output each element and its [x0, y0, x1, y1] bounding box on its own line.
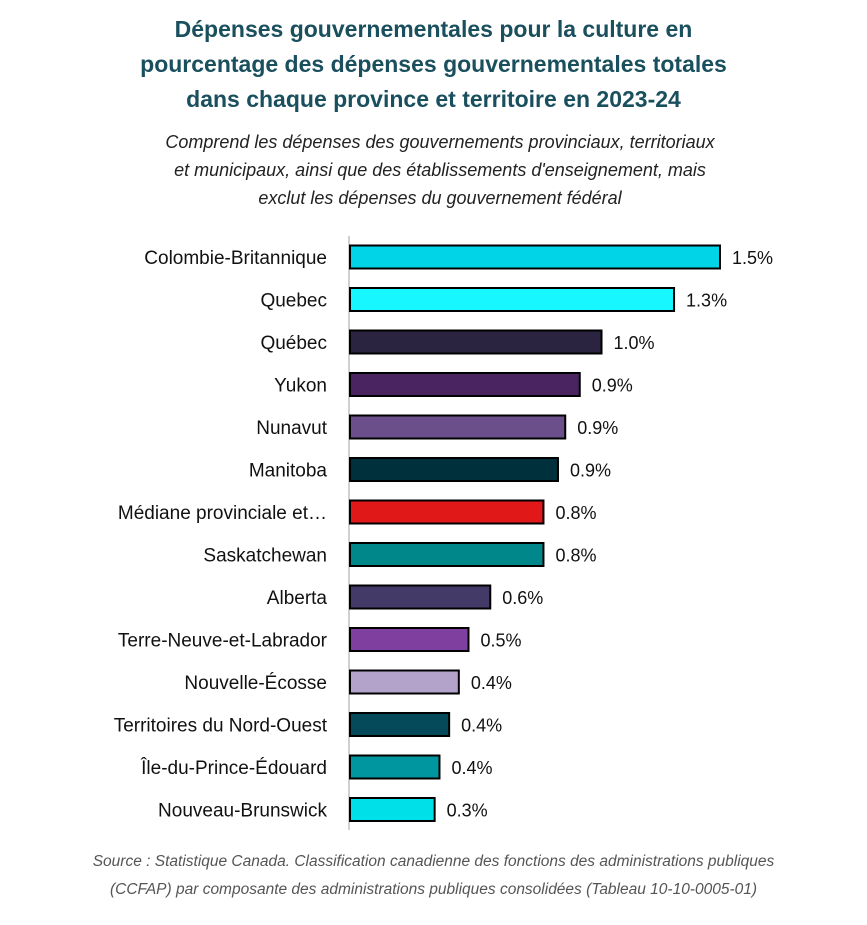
data-label: 0.4% — [451, 758, 492, 778]
chart-subtitle-line: exclut les dépenses du gouvernement fédé… — [258, 188, 622, 208]
chart-title-line: pourcentage des dépenses gouvernementale… — [140, 51, 727, 77]
data-label: 1.3% — [686, 291, 727, 311]
bar — [349, 287, 676, 312]
data-label: 0.6% — [502, 588, 543, 608]
source-line: Source : Statistique Canada. Classificat… — [92, 853, 775, 870]
chart-title: Dépenses gouvernementales pour la cultur… — [40, 12, 827, 117]
chart-subtitle: Comprend les dépenses des gouvernements … — [60, 128, 820, 212]
chart-subtitle-line: Comprend les dépenses des gouvernements … — [165, 132, 715, 152]
bar — [349, 712, 451, 737]
chart-subtitle-line: et municipaux, ainsi que des établisseme… — [174, 160, 706, 180]
bar — [349, 244, 721, 270]
bar — [349, 627, 470, 652]
data-label: 0.9% — [570, 461, 611, 481]
bar — [349, 669, 460, 695]
category-label: Nouveau-Brunswick — [158, 801, 327, 822]
source-note: Source : Statistique Canada. Classificat… — [0, 848, 867, 904]
chart-title-line: Dépenses gouvernementales pour la cultur… — [174, 16, 693, 42]
chart-title-line: dans chaque province et territoire en 20… — [186, 86, 681, 112]
data-label: 0.9% — [577, 418, 618, 438]
data-label: 0.8% — [555, 503, 596, 523]
category-label: Nouvelle-Écosse — [184, 673, 327, 694]
bar — [349, 584, 492, 610]
data-label: 1.0% — [614, 333, 655, 353]
source-line: (CCFAP) par composante des administratio… — [109, 881, 758, 898]
bar — [349, 797, 436, 822]
category-label: Médiane provinciale et… — [118, 503, 327, 524]
category-label: Quebec — [260, 291, 327, 312]
category-label: Yukon — [274, 376, 327, 397]
category-label: Colombie-Britannique — [144, 248, 327, 269]
data-label: 1.5% — [732, 248, 773, 268]
category-label: Québec — [260, 333, 327, 354]
bar — [349, 329, 603, 355]
bar — [349, 372, 581, 397]
bar — [349, 499, 545, 525]
bar — [349, 542, 545, 567]
bar — [349, 414, 567, 440]
category-label: Île-du-Prince-Édouard — [140, 757, 327, 779]
bar-chart: Colombie-Britannique 1.5% Quebec 1.3% Québec… — [114, 236, 773, 830]
bar — [349, 457, 559, 482]
data-label: 0.5% — [480, 631, 521, 651]
data-label: 0.8% — [555, 546, 596, 566]
category-label: Terre-Neuve-et-Labrador — [118, 631, 328, 652]
data-label: 0.4% — [461, 716, 502, 736]
category-label: Manitoba — [249, 461, 328, 482]
data-label: 0.9% — [592, 376, 633, 396]
category-label: Territoires du Nord-Ouest — [114, 716, 328, 737]
category-label: Nunavut — [256, 418, 327, 439]
data-label: 0.3% — [447, 801, 488, 821]
category-label: Alberta — [267, 588, 328, 609]
data-label: 0.4% — [471, 673, 512, 693]
category-label: Saskatchewan — [203, 546, 327, 567]
bar — [349, 754, 441, 780]
